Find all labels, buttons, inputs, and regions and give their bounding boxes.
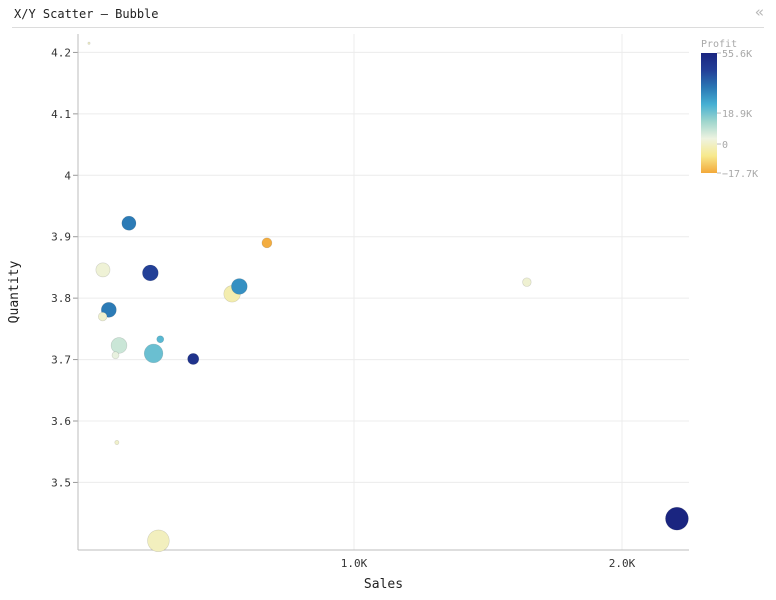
bubble-point — [111, 351, 120, 360]
bubble-point — [187, 353, 200, 365]
bubble-point — [98, 311, 108, 322]
legend-tick-label: 55.6K — [722, 49, 752, 60]
bubble-point — [156, 335, 165, 344]
y-tick-label: 4.2 — [51, 46, 71, 59]
legend-tick-label: 0 — [722, 140, 728, 151]
bubble-point — [121, 215, 137, 231]
y-tick-label: 3.7 — [51, 354, 71, 367]
bubble-point — [110, 337, 128, 354]
bubble-point — [114, 440, 120, 445]
y-tick-label: 3.9 — [51, 231, 71, 244]
legend-title: Profit — [701, 39, 737, 50]
bubble-point — [665, 506, 689, 531]
chart-header: X/Y Scatter – Bubble « — [0, 0, 776, 28]
x-axis-label: Sales — [364, 577, 403, 592]
x-tick-label: 2.0K — [609, 557, 636, 570]
y-tick-label: 4.1 — [51, 108, 71, 121]
bubble-point — [522, 277, 532, 287]
bubble-point — [87, 41, 91, 45]
legend-color-bar — [701, 53, 717, 173]
y-tick-label: 3.8 — [51, 292, 71, 305]
bubble-point — [147, 529, 170, 552]
header-divider — [12, 27, 764, 28]
y-tick-label: 3.6 — [51, 415, 71, 428]
y-tick-label: 3.5 — [51, 476, 71, 489]
x-tick-label: 1.0K — [341, 557, 368, 570]
legend-tick-label: −17.7K — [722, 169, 758, 180]
bubble-point — [261, 237, 273, 249]
bubble-point — [143, 343, 164, 364]
chart-title: X/Y Scatter – Bubble — [14, 7, 159, 21]
y-axis-label: Quantity — [7, 261, 22, 324]
double-chevron-left-icon[interactable]: « — [754, 3, 764, 21]
bubble-point — [142, 264, 159, 282]
bubble-point — [95, 262, 111, 278]
bubble-point — [231, 278, 248, 295]
legend-tick-label: 18.9K — [722, 109, 752, 120]
y-tick-label: 4 — [64, 169, 71, 182]
